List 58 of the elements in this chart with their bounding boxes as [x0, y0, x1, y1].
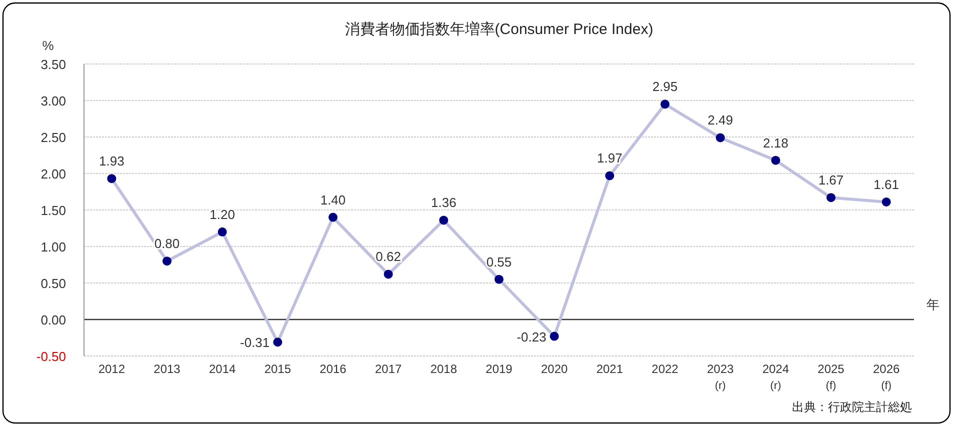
x-tick-label: 2020	[540, 362, 568, 376]
data-label: 1.40	[320, 192, 346, 208]
x-tick-label: 2015	[264, 362, 292, 376]
data-label: 1.93	[99, 154, 124, 169]
x-tick-label: 2022	[652, 362, 679, 376]
y-tick-label: 3.50	[40, 57, 66, 72]
point	[550, 332, 559, 341]
data-label: 1.97	[597, 150, 622, 166]
data-label: -0.23	[516, 329, 546, 344]
point	[273, 338, 282, 347]
x-tick-label: 2024 (r)	[762, 362, 790, 392]
x-tick-label: 2023 (r)	[706, 362, 734, 392]
y-tick-label: 1.00	[40, 240, 66, 254]
data-label: 0.62	[376, 249, 401, 264]
data-label: 0.80	[154, 236, 180, 252]
x-tick-label: 2018	[430, 362, 458, 376]
point	[494, 274, 504, 284]
y-tick-label: 1.50	[40, 203, 66, 218]
data-label: 1.20	[210, 206, 235, 222]
y-axis-title: %	[42, 38, 54, 53]
y-tick-label: 2.00	[40, 166, 66, 182]
x-tick-label: 2026 (f)	[872, 362, 900, 392]
x-tick-label: 2014	[208, 362, 236, 376]
x-axis-title: 年	[926, 297, 940, 312]
x-tick-label: 2017	[374, 362, 402, 376]
y-tick-label: 0.00	[40, 312, 66, 328]
data-label: 2.49	[708, 112, 733, 128]
point	[162, 256, 172, 266]
point	[107, 174, 116, 184]
point	[384, 270, 393, 279]
point	[439, 216, 448, 225]
data-label: 2.95	[652, 79, 678, 94]
point	[218, 227, 227, 236]
y-tick-label: 2.50	[40, 130, 66, 145]
x-tick-label: 2025 (f)	[818, 362, 845, 392]
data-label: -0.31	[240, 335, 270, 350]
point	[882, 197, 891, 206]
data-label: 1.67	[818, 172, 844, 188]
y-tick-label: 3.00	[40, 94, 66, 108]
data-label: 1.36	[431, 195, 456, 210]
y-tick-label: 0.50	[40, 276, 66, 291]
point	[660, 100, 670, 109]
source-note: 出典：行政院主計総処	[792, 400, 912, 414]
data-label: 2.18	[763, 135, 788, 150]
data-label: 0.55	[486, 254, 512, 270]
x-tick-label: 2016	[320, 362, 347, 376]
x-tick-label: 2019	[486, 362, 513, 376]
y-tick-label: -0.50	[36, 349, 66, 364]
point	[826, 193, 836, 202]
x-tick-label: 2012	[98, 362, 126, 376]
point	[605, 171, 614, 180]
point	[328, 212, 338, 222]
chart-title: 消費者物価指数年増率(Consumer Price Index)	[344, 21, 654, 38]
data-label: 1.61	[874, 176, 899, 192]
point	[716, 133, 725, 142]
x-tick-label: 2013	[154, 362, 181, 376]
x-tick-label: 2021	[596, 362, 624, 376]
point	[771, 156, 780, 165]
